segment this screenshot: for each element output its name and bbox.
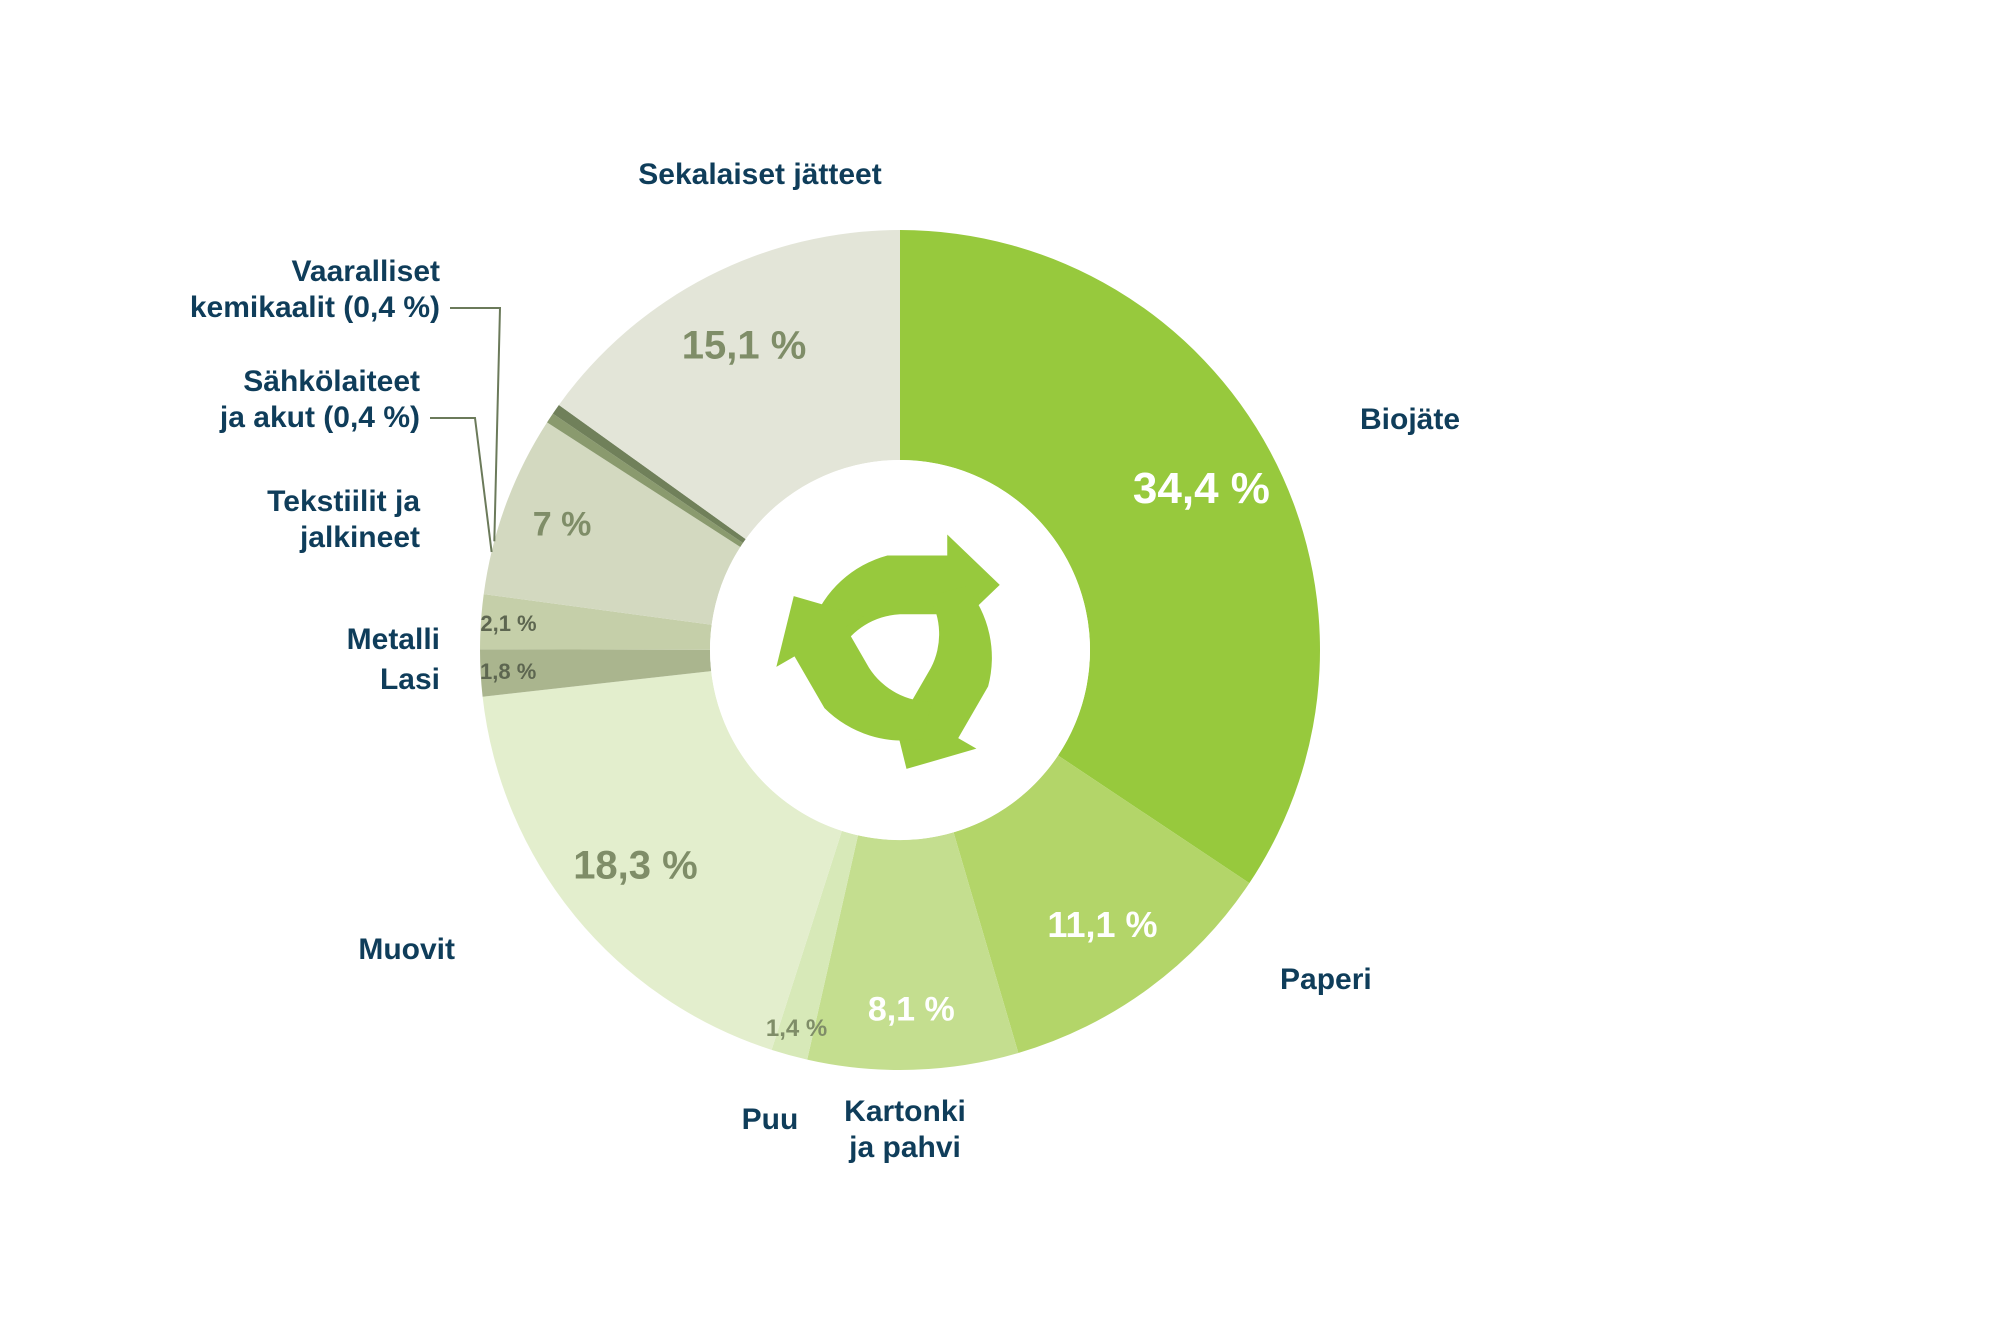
value-muovit: 18,3 % (573, 844, 698, 889)
leader-sahko (430, 418, 492, 552)
label-muovit: Muovit (358, 932, 455, 968)
value-metalli: 2,1 % (480, 611, 536, 637)
value-tekstiilit: 7 % (533, 506, 592, 545)
value-lasi: 1,8 % (480, 659, 536, 685)
value-sekal: 15,1 % (682, 323, 807, 368)
donut-hole (710, 460, 1090, 840)
value-paperi: 11,1 % (1047, 904, 1157, 946)
value-puu: 1,4 % (766, 1015, 827, 1043)
donut-chart: 34,4 % 11,1 % 8,1 % 1,4 % 18,3 % 1,8 % 2,1 % 7 … (0, 0, 2006, 1328)
value-kartonki: 8,1 % (868, 991, 955, 1030)
label-lasi: Lasi (380, 662, 440, 698)
label-vaarall: Vaaralliset kemikaalit (0,4 %) (190, 254, 440, 326)
label-puu: Puu (742, 1102, 799, 1138)
donut-svg (0, 0, 2006, 1328)
label-metalli: Metalli (347, 622, 440, 658)
label-tekstiilit: Tekstiilit ja jalkineet (267, 484, 420, 556)
label-kartonki: Kartonki ja pahvi (844, 1094, 966, 1166)
value-biojate: 34,4 % (1133, 464, 1270, 514)
label-sahko: Sähkölaiteet ja akut (0,4 %) (220, 364, 420, 436)
label-paperi: Paperi (1280, 962, 1372, 998)
label-biojate: Biojäte (1360, 402, 1460, 438)
label-sekal: Sekalaiset jätteet (638, 157, 881, 193)
